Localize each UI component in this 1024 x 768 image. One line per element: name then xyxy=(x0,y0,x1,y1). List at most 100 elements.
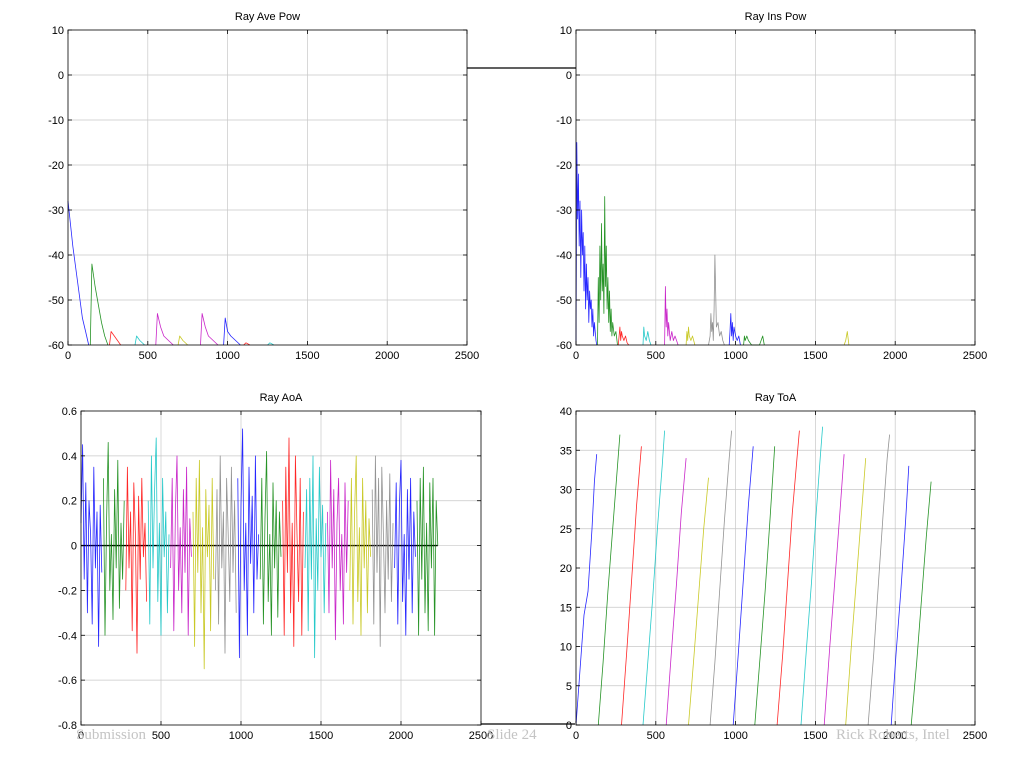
chart-title: Ray Ave Pow xyxy=(235,11,300,23)
y-tick-label-2: -0.4 xyxy=(58,630,77,642)
x-tick-label-0: 0 xyxy=(573,350,579,362)
series-line-3 xyxy=(642,326,652,346)
series-line-8 xyxy=(259,450,282,636)
y-tick-label-0: -60 xyxy=(556,340,572,352)
series-line-3 xyxy=(642,430,665,726)
series-line-2 xyxy=(125,466,147,654)
series-line-12 xyxy=(845,458,867,726)
x-tick-label-5: 2500 xyxy=(963,350,987,362)
footer-submission: Submission xyxy=(76,727,147,743)
y-tick-label-3: -30 xyxy=(48,205,64,217)
x-tick-label-1: 500 xyxy=(152,730,170,742)
series-line-10 xyxy=(800,426,823,726)
series-line-15 xyxy=(416,466,439,636)
series-line-6 xyxy=(709,430,732,726)
y-tick-label-5: 25 xyxy=(560,524,572,536)
series-line-1 xyxy=(597,434,621,726)
x-tick-label-2: 1000 xyxy=(723,350,747,362)
series-line-14 xyxy=(394,459,416,636)
y-tick-label-1: -0.6 xyxy=(58,675,77,687)
y-tick-label-4: -20 xyxy=(556,160,572,172)
series-line-4 xyxy=(665,458,687,726)
y-tick-label-7: 35 xyxy=(560,445,572,457)
x-tick-label-1: 500 xyxy=(139,350,157,362)
x-tick-label-5: 2500 xyxy=(455,350,479,362)
series-line-8 xyxy=(754,446,776,726)
x-tick-label-1: 500 xyxy=(647,350,665,362)
y-tick-label-1: -50 xyxy=(48,295,64,307)
series-line-11 xyxy=(327,459,349,641)
series-line-7 xyxy=(728,313,741,346)
series-line-1 xyxy=(103,441,125,636)
y-tick-label-3: 15 xyxy=(560,602,572,614)
series-line-1 xyxy=(89,263,109,346)
series-line-9 xyxy=(843,331,850,346)
y-tick-label-2: -40 xyxy=(556,250,572,262)
y-tick-label-5: -10 xyxy=(556,115,572,127)
chart-title: Ray ToA xyxy=(755,392,797,404)
x-tick-label-2: 1000 xyxy=(229,730,253,742)
y-tick-label-0: 0 xyxy=(566,720,572,732)
chart-ray-ins-pow: 0 500 1000 1500 2000 2500 -60 -50 -40 -30 -20 -10 0 1… xyxy=(556,11,987,362)
series-line-4 xyxy=(155,313,174,346)
y-tick-label-4: -20 xyxy=(48,160,64,172)
series-line-2 xyxy=(621,446,642,726)
series-line-2 xyxy=(617,326,630,346)
y-tick-label-5: 0.2 xyxy=(62,496,77,508)
x-tick-label-3: 1500 xyxy=(309,730,333,742)
series-line-6 xyxy=(215,455,237,654)
y-tick-label-6: 0 xyxy=(566,70,572,82)
series-line-14 xyxy=(890,465,910,726)
y-tick-label-0: -60 xyxy=(48,340,64,352)
y-tick-label-3: -30 xyxy=(556,205,572,217)
chart-ray-aoa: 0 500 1000 1500 2000 2500 -0.8 -0.6 -0.4 -0.2 0 0.2… xyxy=(58,392,493,742)
x-tick-label-5: 2500 xyxy=(469,730,493,742)
y-tick-label-0: -0.8 xyxy=(58,720,77,732)
series-line-5 xyxy=(685,326,696,346)
series-line-7 xyxy=(223,317,241,346)
series-line-8 xyxy=(743,335,765,346)
series-line-10 xyxy=(304,455,327,659)
y-tick-label-6: 0.4 xyxy=(62,451,77,463)
series-line-8 xyxy=(243,342,251,346)
series-line-7 xyxy=(732,446,754,726)
series-line-9 xyxy=(267,342,275,346)
series-line-2 xyxy=(109,331,122,346)
x-tick-label-1: 500 xyxy=(647,730,665,742)
y-tick-label-7: 10 xyxy=(560,25,572,37)
series-line-6 xyxy=(708,254,725,346)
series-line-9 xyxy=(776,430,800,726)
series-line-5 xyxy=(192,459,215,670)
footer-slide-number: Slide 24 xyxy=(487,727,537,743)
x-tick-label-0: 0 xyxy=(78,730,84,742)
y-tick-label-5: -10 xyxy=(48,115,64,127)
series-line-0 xyxy=(80,444,103,647)
axes-frame xyxy=(575,29,976,346)
y-tick-label-8: 40 xyxy=(560,406,572,418)
series-line-0 xyxy=(575,454,598,726)
series-line-1 xyxy=(597,196,618,346)
x-tick-label-2: 1000 xyxy=(723,730,747,742)
x-tick-label-3: 1500 xyxy=(803,350,827,362)
series-line-4 xyxy=(664,286,679,346)
y-tick-label-2: 10 xyxy=(560,642,572,654)
x-tick-label-4: 2000 xyxy=(375,350,399,362)
chart-title: Ray AoA xyxy=(260,392,303,404)
y-tick-label-4: 0 xyxy=(71,541,77,553)
y-tick-label-2: -40 xyxy=(48,250,64,262)
chart-ray-ave-pow: 0 500 1000 1500 2000 2500 -60 -50 -40 -30 -20 -10 0 1… xyxy=(48,11,479,362)
y-tick-label-4: 20 xyxy=(560,563,572,575)
x-tick-label-4: 2000 xyxy=(389,730,413,742)
x-tick-label-3: 1500 xyxy=(803,730,827,742)
y-tick-label-7: 10 xyxy=(52,25,64,37)
x-tick-label-2: 1000 xyxy=(215,350,239,362)
series-line-3 xyxy=(134,335,145,346)
y-tick-label-1: -50 xyxy=(556,295,572,307)
footer-author: Rick Roberts, Intel xyxy=(836,727,950,743)
series-line-13 xyxy=(867,434,890,726)
y-tick-label-6: 30 xyxy=(560,485,572,497)
series-line-5 xyxy=(688,477,709,726)
series-line-3 xyxy=(147,437,170,636)
x-tick-label-4: 2000 xyxy=(883,350,907,362)
